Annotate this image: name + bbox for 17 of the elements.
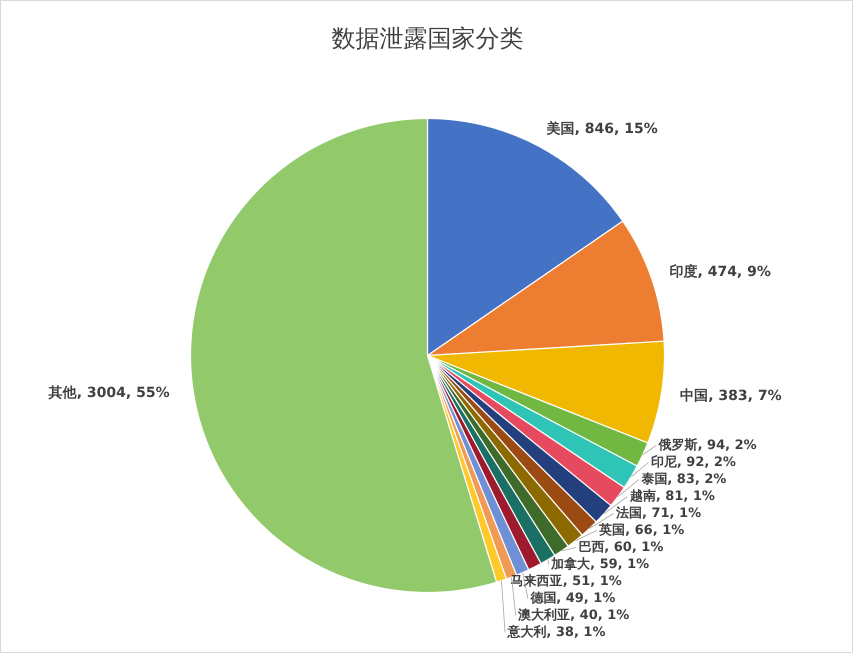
slice-label: 俄罗斯, 94, 2% — [658, 438, 757, 453]
slice-label: 越南, 81, 1% — [628, 489, 715, 504]
slice-label: 印尼, 92, 2% — [650, 454, 736, 470]
slice-label: 澳大利亚, 40, 1% — [517, 607, 630, 623]
slice-label: 美国, 846, 15% — [546, 120, 658, 137]
slice-label: 德国, 49, 1% — [529, 591, 616, 606]
slice-label: 加拿大, 59, 1% — [550, 556, 650, 572]
slice-label: 英国, 66, 1% — [598, 523, 684, 538]
chart-title: 数据泄露国家分类 — [332, 24, 524, 52]
slice-label: 泰国, 83, 2% — [640, 472, 726, 487]
slice-label: 印度, 474, 9% — [670, 263, 771, 280]
slice-label: 法国, 71, 1% — [615, 506, 702, 521]
slice-label: 其他, 3004, 55% — [48, 385, 170, 402]
slice-label: 巴西, 60, 1% — [578, 540, 664, 555]
slice-label: 中国, 383, 7% — [680, 388, 782, 404]
slice-label: 意大利, 38, 1% — [506, 624, 606, 640]
slice-label: 马来西亚, 51, 1% — [510, 574, 622, 589]
